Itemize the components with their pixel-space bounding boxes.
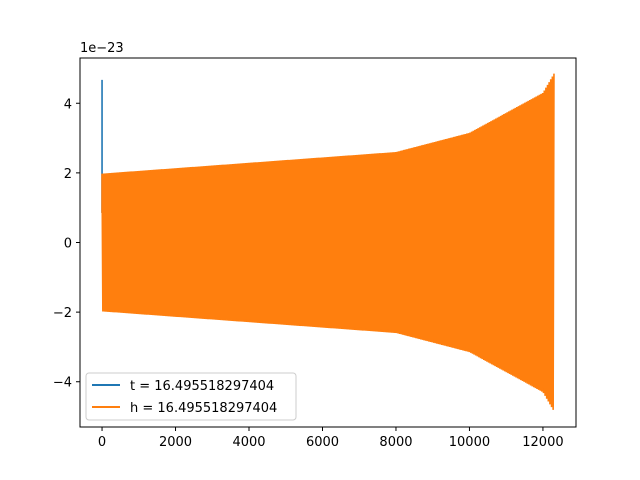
- x-tick-label: 4000: [232, 435, 265, 450]
- y-offset-label: 1e−23: [80, 41, 124, 56]
- x-tick-label: 8000: [379, 435, 412, 450]
- legend: t = 16.495518297404 h = 16.495518297404: [85, 372, 297, 421]
- legend-label: h = 16.495518297404: [130, 401, 277, 416]
- y-tick-label: −2: [53, 306, 72, 321]
- x-tick-label: 6000: [306, 435, 339, 450]
- legend-box: [85, 372, 297, 421]
- y-tick-label: 0: [64, 237, 72, 252]
- x-tick-label: 12000: [522, 435, 563, 450]
- y-axis: −4 −2 0 2 4: [53, 97, 80, 391]
- x-axis: 0 2000 4000 6000 8000 10000 12000: [98, 427, 564, 450]
- series-layer: [101, 73, 555, 410]
- y-tick-label: 4: [64, 97, 72, 112]
- x-tick-label: 0: [98, 435, 106, 450]
- legend-label: t = 16.495518297404: [130, 379, 274, 394]
- y-tick-label: 2: [64, 167, 72, 182]
- series-band-h: [102, 78, 554, 407]
- x-tick-label: 2000: [159, 435, 192, 450]
- y-tick-label: −4: [53, 376, 72, 391]
- x-tick-label: 10000: [449, 435, 490, 450]
